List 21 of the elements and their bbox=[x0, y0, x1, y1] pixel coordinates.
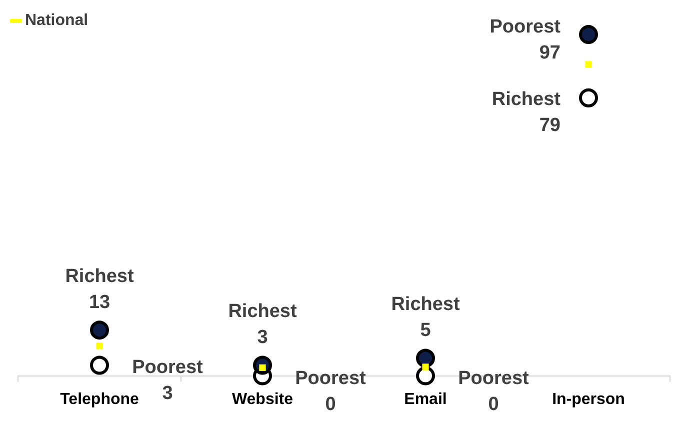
data-label: Richest 3 bbox=[228, 301, 298, 348]
point bbox=[416, 366, 435, 386]
data-label: Richest 5 bbox=[391, 294, 460, 342]
data-label: Poorest 0 bbox=[458, 368, 530, 415]
data-label: Poorest 0 bbox=[295, 368, 367, 415]
point bbox=[90, 320, 109, 340]
point bbox=[416, 348, 435, 368]
data-label: Poorest 97 bbox=[490, 16, 562, 64]
x-tick-label: Email bbox=[404, 390, 447, 408]
x-tick-label: Telephone bbox=[60, 390, 140, 408]
point bbox=[579, 88, 598, 108]
point bbox=[96, 342, 103, 350]
legend-label: National bbox=[25, 12, 88, 30]
x-tick-label: Website bbox=[232, 390, 294, 408]
data-label: Richest 79 bbox=[492, 88, 562, 136]
point bbox=[422, 364, 429, 370]
x-tick-label: In-person bbox=[552, 390, 625, 408]
point bbox=[585, 61, 592, 68]
point bbox=[579, 25, 598, 44]
point bbox=[90, 356, 109, 375]
data-label: Richest 13 bbox=[65, 266, 134, 314]
